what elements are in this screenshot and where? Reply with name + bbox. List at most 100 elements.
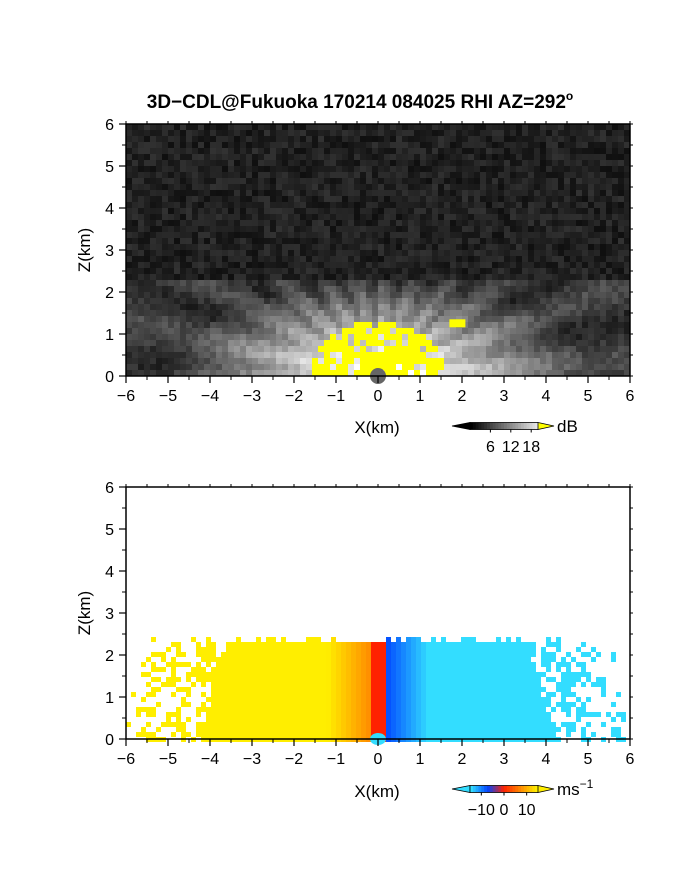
reflectivity-cell [162,142,169,149]
reflectivity-cell [162,346,169,353]
reflectivity-cell [522,280,529,287]
reflectivity-cell [294,214,301,221]
reflectivity-cell [174,328,181,335]
velocity-cell [296,672,301,677]
reflectivity-cell [456,328,463,335]
reflectivity-cell [474,178,481,185]
reflectivity-cell [390,226,397,233]
reflectivity-cell [432,328,439,335]
reflectivity-cell [366,130,373,137]
velocity-cell [321,677,326,682]
reflectivity-cell [504,328,511,335]
reflectivity-cell [312,280,319,287]
velocity-cell [246,692,251,697]
reflectivity-cell [588,262,595,269]
reflectivity-cell [246,124,253,131]
colorbar-tick-label: 12 [502,439,520,456]
velocity-cell [331,697,336,702]
velocity-cell [501,687,506,692]
velocity-cell [526,712,531,717]
reflectivity-cell [210,340,217,347]
velocity-cell [206,717,211,722]
reflectivity-cell [306,370,313,377]
reflectivity-cell [264,166,271,173]
reflectivity-cell [276,274,283,281]
reflectivity-cell [162,166,169,173]
reflectivity-cell [192,352,199,359]
reflectivity-cell [366,172,373,179]
velocity-cell [346,697,351,702]
reflectivity-cell [348,244,355,251]
reflectivity-cell [450,238,457,245]
reflectivity-cell [210,310,217,317]
reflectivity-cell [330,268,337,275]
velocity-cell [151,687,156,692]
velocity-cell [441,712,446,717]
velocity-cell [371,702,376,707]
velocity-cell [341,677,346,682]
velocity-cell [271,637,276,642]
reflectivity-colorbar: 6 12 18 [451,422,555,456]
reflectivity-cell [618,262,625,269]
velocity-cell [281,722,286,727]
reflectivity-cell [168,280,175,287]
velocity-cell [576,662,581,667]
reflectivity-cell [312,124,319,131]
reflectivity-cell [318,352,325,359]
reflectivity-cell [198,310,205,317]
reflectivity-cell [282,196,289,203]
reflectivity-cell [540,310,547,317]
reflectivity-cell [546,268,553,275]
reflectivity-cell [600,274,607,281]
reflectivity-cell [234,244,241,251]
velocity-cell [246,702,251,707]
reflectivity-cell [258,124,265,131]
velocity-cell [196,662,201,667]
reflectivity-cell [624,208,631,215]
reflectivity-cell [468,136,475,143]
velocity-cell [621,717,626,722]
reflectivity-cell [192,322,199,329]
reflectivity-cell [240,304,247,311]
reflectivity-cell [462,274,469,281]
reflectivity-cell [432,358,439,365]
velocity-cell [376,647,381,652]
reflectivity-cell [432,166,439,173]
reflectivity-cell [264,304,271,311]
reflectivity-cell [228,310,235,317]
reflectivity-cell [264,334,271,341]
reflectivity-cell [150,328,157,335]
reflectivity-cell [174,160,181,167]
velocity-cell [251,682,256,687]
velocity-cell [351,657,356,662]
reflectivity-cell [450,268,457,275]
reflectivity-cell [198,358,205,365]
velocity-cell [301,697,306,702]
velocity-cell [581,712,586,717]
reflectivity-cell [372,214,379,221]
velocity-cell [276,722,281,727]
reflectivity-cell [198,184,205,191]
reflectivity-cell [252,130,259,137]
velocity-cell [221,712,226,717]
reflectivity-cell [258,274,265,281]
reflectivity-cell [468,322,475,329]
reflectivity-cell [606,274,613,281]
reflectivity-cell [150,208,157,215]
velocity-cell [301,677,306,682]
reflectivity-cell [486,154,493,161]
reflectivity-cell [156,220,163,227]
reflectivity-cell [216,136,223,143]
reflectivity-cell [408,358,415,365]
velocity-cell [411,657,416,662]
velocity-cell [321,647,326,652]
reflectivity-cell [126,232,133,239]
reflectivity-cell [222,310,229,317]
velocity-cell [401,642,406,647]
reflectivity-cell [438,322,445,329]
reflectivity-cell [168,352,175,359]
reflectivity-cell [174,286,181,293]
velocity-cell [476,647,481,652]
reflectivity-cell [576,208,583,215]
reflectivity-cell [306,148,313,155]
